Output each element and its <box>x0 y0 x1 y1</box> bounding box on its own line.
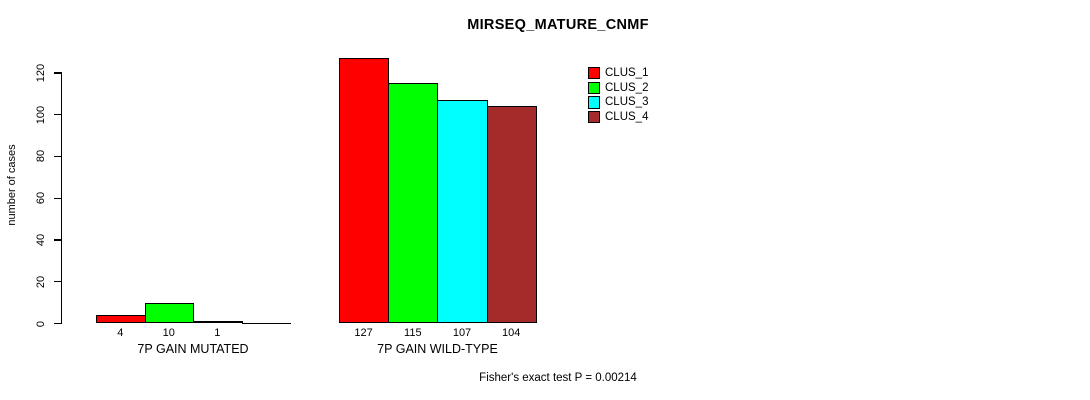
y-tick-mark <box>54 155 61 158</box>
bar-clus_3 <box>193 321 243 324</box>
y-tick-mark <box>54 114 61 116</box>
bar-value-label: 115 <box>404 327 422 339</box>
group-label: 7P GAIN WILD-TYPE <box>377 342 498 356</box>
y-tick-mark <box>54 281 61 283</box>
legend-swatch-clus_2 <box>588 81 601 94</box>
y-tick-mark <box>54 239 61 241</box>
legend-label-clus_3: CLUS_3 <box>605 96 649 109</box>
bar-clus_3 <box>437 100 488 324</box>
y-tick-mark <box>54 322 61 325</box>
bar-clus_4-zero <box>241 322 291 324</box>
bar-clus_1 <box>339 58 390 324</box>
legend-label-clus_2: CLUS_2 <box>605 81 649 94</box>
bar-clus_2 <box>388 83 439 324</box>
y-axis-title: number of cases <box>6 144 18 226</box>
legend-label-clus_1: CLUS_1 <box>605 67 649 79</box>
group-label: 7P GAIN MUTATED <box>137 342 249 356</box>
bar-clus_1 <box>96 315 146 324</box>
bar-clus_4 <box>486 106 537 324</box>
bar-value-label: 104 <box>502 327 521 339</box>
y-tick-mark <box>54 72 61 74</box>
y-tick-mark <box>54 197 61 199</box>
bar-value-label: 4 <box>117 327 124 339</box>
legend-label-clus_4: CLUS_4 <box>605 111 649 124</box>
chart-title: MIRSEQ_MATURE_CNMF <box>467 17 649 33</box>
bar-value-label: 10 <box>162 327 175 339</box>
legend-swatch-clus_1 <box>588 67 601 80</box>
bar-value-label: 107 <box>452 327 472 339</box>
bar-value-label: 127 <box>354 327 373 339</box>
y-axis-line <box>61 72 63 324</box>
legend-swatch-clus_4 <box>588 111 601 124</box>
y-tick-label: 120 <box>35 63 47 83</box>
fisher-test-annotation: Fisher's exact test P = 0.00214 <box>479 372 637 384</box>
bar-clus_2 <box>144 302 194 324</box>
legend-swatch-clus_3 <box>588 96 601 109</box>
bar-value-label: 1 <box>214 327 221 339</box>
